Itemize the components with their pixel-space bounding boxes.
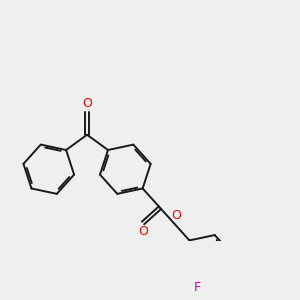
Text: O: O (82, 97, 92, 110)
Text: O: O (138, 226, 148, 238)
Text: F: F (194, 281, 201, 294)
Text: O: O (171, 209, 181, 222)
